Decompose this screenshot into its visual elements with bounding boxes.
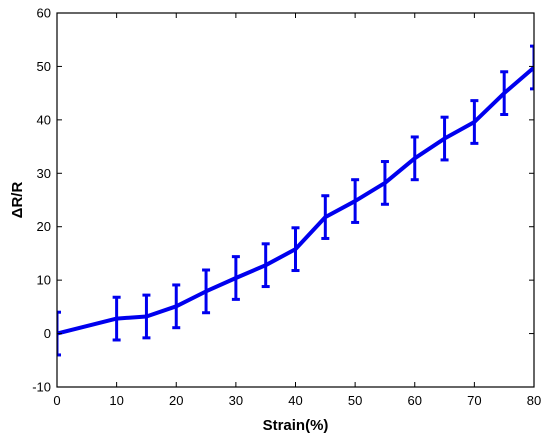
y-tick-label: 40 [37,112,51,127]
y-axis-label: ΔR/R [9,182,26,219]
y-tick-label: -10 [32,380,51,395]
x-tick-label: 0 [53,393,60,408]
y-tick-label: 10 [37,273,51,288]
x-tick-label: 80 [527,393,541,408]
x-tick-label: 30 [229,393,243,408]
x-tick-label: 50 [348,393,362,408]
x-tick-label: 20 [169,393,183,408]
plot-frame [56,12,535,388]
x-tick-label: 70 [467,393,481,408]
x-tick-label: 40 [288,393,302,408]
series-group [57,44,534,357]
marks-layer [57,44,534,357]
series-line [57,65,534,336]
y-tick-label: 60 [37,6,51,21]
x-tick-label: 60 [408,393,422,408]
y-tick-label: 50 [37,59,51,74]
x-tick-label: 10 [109,393,123,408]
y-tick-label: 20 [37,219,51,234]
y-tick-label: 0 [44,326,51,341]
x-axis-label: Strain(%) [263,417,329,434]
y-tick-label: 30 [37,166,51,181]
